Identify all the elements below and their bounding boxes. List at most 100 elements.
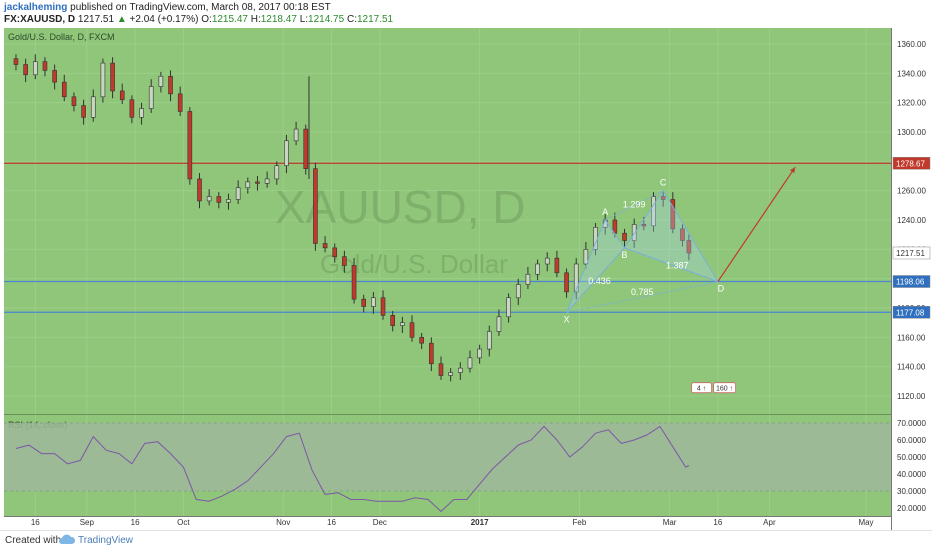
candle bbox=[390, 315, 395, 326]
candle bbox=[197, 178, 202, 202]
pattern-point-label: X bbox=[564, 314, 570, 324]
candle bbox=[332, 247, 338, 257]
axis-price-labels: 1278.67 1217.51 1198.06 1177.08 bbox=[892, 157, 931, 319]
candle bbox=[351, 265, 357, 300]
close-label: C: bbox=[346, 14, 357, 25]
candle bbox=[129, 99, 135, 118]
candle bbox=[216, 196, 222, 203]
time-tick-label: Sep bbox=[80, 518, 95, 527]
time-tick-label: Feb bbox=[573, 518, 587, 527]
candle bbox=[177, 93, 183, 112]
rsi-band-fill bbox=[4, 423, 891, 491]
created-with-text: Created with bbox=[5, 535, 62, 546]
watermark-name: Gold/U.S. Dollar bbox=[320, 249, 508, 279]
candle bbox=[110, 62, 115, 92]
candle bbox=[535, 263, 540, 275]
candle bbox=[100, 62, 106, 98]
time-tick-label: 16 bbox=[131, 518, 140, 527]
candle bbox=[148, 86, 154, 109]
candle bbox=[486, 331, 492, 350]
low-label: L: bbox=[299, 14, 309, 25]
candle bbox=[670, 199, 676, 230]
candle bbox=[544, 257, 550, 265]
event-badges[interactable]: 4 ↑ 160 ↑ bbox=[691, 382, 736, 394]
candle bbox=[429, 342, 434, 365]
time-tick-label: 16 bbox=[327, 518, 336, 527]
candle bbox=[641, 224, 647, 227]
candle bbox=[52, 70, 57, 83]
chart-canvas[interactable]: XAUUSD, D Gold/U.S. Dollar Gold/U.S. Dol… bbox=[0, 28, 932, 530]
time-tick-label: Mar bbox=[663, 518, 677, 527]
pattern-ratio-label: 1.387 bbox=[666, 261, 689, 271]
pattern-ratio-label: 0.436 bbox=[588, 276, 611, 286]
time-tick-label: Nov bbox=[276, 518, 290, 527]
candle bbox=[573, 263, 579, 293]
candle bbox=[264, 178, 270, 184]
price-label-box bbox=[892, 275, 931, 288]
candle bbox=[525, 273, 531, 285]
candle bbox=[342, 256, 347, 266]
projection-arrowhead bbox=[789, 167, 796, 174]
up-arrow-icon: ▲ bbox=[116, 14, 127, 25]
rsi-tick-label: 30.0000 bbox=[897, 487, 926, 496]
candle bbox=[119, 90, 125, 101]
candle bbox=[313, 168, 318, 244]
candle bbox=[458, 367, 463, 373]
candle bbox=[564, 272, 569, 293]
candle bbox=[158, 75, 164, 87]
price-tick-label: 1120.00 bbox=[897, 392, 926, 401]
candle bbox=[187, 111, 193, 180]
price-pane-title: Gold/U.S. Dollar, D, FXCM bbox=[8, 32, 115, 42]
candle bbox=[206, 196, 212, 202]
pattern-triangle-xab bbox=[566, 218, 626, 313]
candle bbox=[71, 96, 77, 106]
time-tick-label: 2017 bbox=[471, 518, 489, 527]
candle bbox=[168, 75, 173, 95]
candle bbox=[361, 298, 367, 307]
watermark-symbol: XAUUSD, D bbox=[275, 181, 525, 233]
pattern-xd-line bbox=[566, 281, 718, 313]
price-tick-label: 1140.00 bbox=[897, 363, 926, 372]
price-label-text: 1217.51 bbox=[896, 249, 925, 258]
time-tick-label: 16 bbox=[713, 518, 722, 527]
candle bbox=[81, 105, 86, 118]
harmonic-pattern[interactable]: X A B C D 1.299 0.436 1.387 0.785 bbox=[564, 166, 796, 324]
candle bbox=[622, 232, 627, 241]
last-price: 1217.51 bbox=[77, 14, 115, 25]
price-label-text: 1198.06 bbox=[896, 278, 925, 287]
footer: Created with TradingView bbox=[0, 530, 932, 551]
news-badge bbox=[691, 382, 712, 394]
pattern-ratio-label: 1.299 bbox=[623, 199, 646, 209]
cloud-icon bbox=[58, 531, 76, 551]
time-axis[interactable]: 16 Sep 16 Oct Nov 16 Dec 2017 Feb Mar 16 Apr May bbox=[31, 518, 874, 527]
open-label: O: bbox=[201, 14, 212, 25]
symbol-label: FX:XAUUSD, D bbox=[4, 14, 76, 25]
candle bbox=[61, 81, 67, 98]
rsi-axis[interactable]: 70.0000 60.0000 50.0000 40.0000 30.0000 20.00… bbox=[897, 419, 926, 513]
candle bbox=[284, 140, 289, 167]
rsi-tick-label: 20.0000 bbox=[897, 504, 926, 513]
pattern-point-label: C bbox=[660, 178, 667, 188]
low-value: 1214.75 bbox=[308, 14, 345, 25]
price-tick-label: 1360.00 bbox=[897, 40, 926, 49]
price-tick-label: 1160.00 bbox=[897, 333, 926, 342]
candle bbox=[651, 196, 656, 227]
open-value: 1215.47 bbox=[211, 14, 248, 25]
brand-name[interactable]: TradingView bbox=[78, 535, 134, 546]
candle bbox=[255, 181, 260, 184]
candle bbox=[506, 297, 511, 318]
candle bbox=[686, 240, 692, 254]
rsi-tick-label: 40.0000 bbox=[897, 470, 926, 479]
candle bbox=[496, 316, 502, 332]
time-tick-label: Dec bbox=[373, 518, 387, 527]
candle bbox=[90, 96, 96, 118]
price-change: +2.04 (+0.17%) bbox=[129, 14, 199, 25]
rsi-tick-label: 70.0000 bbox=[897, 419, 926, 428]
ideas-badge bbox=[713, 382, 736, 394]
author-name[interactable]: jackalheming bbox=[4, 2, 68, 13]
candle bbox=[13, 58, 19, 65]
projection-line bbox=[717, 166, 796, 282]
candle bbox=[303, 128, 309, 169]
candle bbox=[235, 187, 241, 200]
price-tick-label: 1300.00 bbox=[897, 128, 926, 137]
